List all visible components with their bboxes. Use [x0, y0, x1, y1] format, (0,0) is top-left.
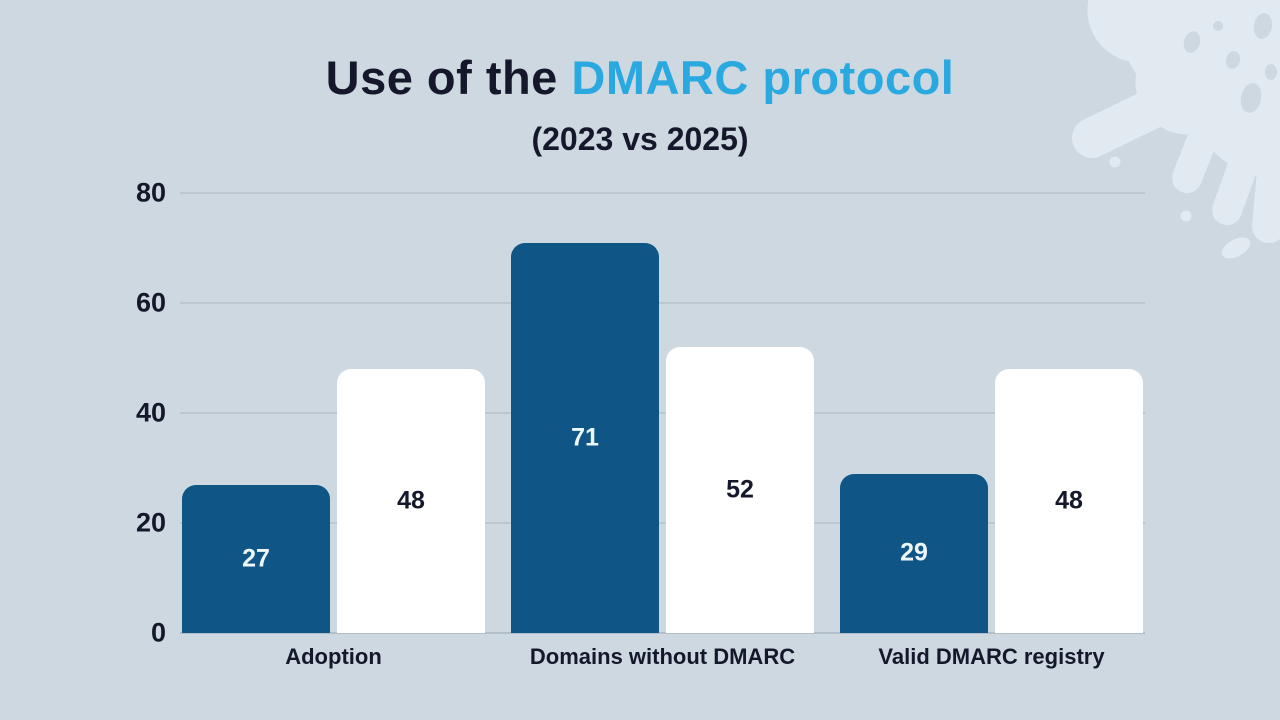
bar-2025-adoption: 48: [337, 369, 485, 633]
bar-group-valid-dmarc-registry: 29 48: [840, 193, 1143, 633]
bar-value-label: 71: [571, 423, 599, 452]
gridline-60: [180, 302, 1145, 304]
gridline-80: [180, 192, 1145, 194]
x-axis: Adoption Domains without DMARC Valid DMARC…: [180, 644, 1145, 670]
y-axis: 0 20 40 60 80: [0, 179, 166, 646]
page-subtitle: (2023 vs 2025): [531, 121, 749, 157]
bars-row: 27 48 71 52 29 48: [180, 193, 1145, 633]
y-axis-label-0: 0: [150, 617, 166, 648]
x-axis-label-domains-without-dmarc: Domains without DMARC: [529, 644, 796, 669]
page-title: Use of the DMARC protocol: [0, 54, 1280, 101]
bar-2025-domains-without-dmarc: 52: [666, 347, 814, 633]
y-axis-label-20: 20: [135, 507, 166, 538]
bar-value-label: 27: [242, 544, 270, 573]
bar-group-adoption: 27 48: [182, 193, 485, 633]
bar-value-label: 52: [726, 475, 754, 504]
bar-2023-domains-without-dmarc: 71: [511, 242, 659, 633]
x-axis-label-valid-dmarc-registry: Valid DMARC registry: [878, 644, 1105, 669]
bar-2025-valid-dmarc-registry: 48: [995, 369, 1143, 633]
bar-value-label: 48: [397, 486, 425, 515]
bar-value-label: 48: [1055, 486, 1083, 515]
bar-value-label: 29: [900, 538, 928, 567]
y-axis-label-60: 60: [135, 287, 166, 318]
gridline-40: [180, 412, 1145, 414]
y-axis-label-40: 40: [135, 397, 166, 428]
x-axis-label-adoption: Adoption: [285, 644, 382, 669]
bar-2023-adoption: 27: [182, 484, 330, 633]
gridline-20: [180, 522, 1145, 524]
gridline-0: [180, 632, 1145, 634]
plot-area: 27 48 71 52 29 48: [180, 192, 1145, 634]
bar-2023-valid-dmarc-registry: 29: [840, 473, 988, 633]
bar-group-domains-without-dmarc: 71 52: [511, 193, 814, 633]
page-title-accent: DMARC protocol: [571, 51, 955, 104]
page-title-black: Use of the: [325, 51, 572, 104]
y-axis-label-80: 80: [135, 177, 166, 208]
